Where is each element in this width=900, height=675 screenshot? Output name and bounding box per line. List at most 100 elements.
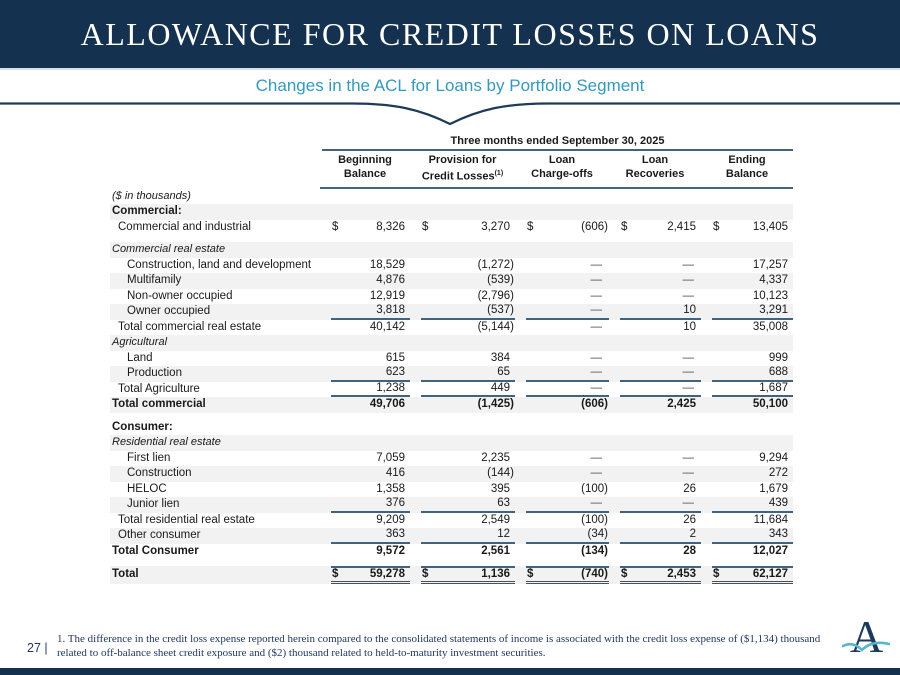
cell-value: (5,144) <box>477 320 514 333</box>
cell: 4,337 <box>701 273 793 289</box>
row-label: Consumer: <box>112 420 173 433</box>
cell: — <box>515 451 609 467</box>
cell: 40,142 <box>320 320 410 336</box>
cell: (144) <box>410 466 515 482</box>
cell-value: 65 <box>497 366 510 379</box>
cell: 363 <box>320 528 410 544</box>
cell-value: 384 <box>490 351 510 364</box>
cell-value: — <box>590 258 603 271</box>
cell: 9,294 <box>701 451 793 467</box>
table-row: Total $59,278 $1,136 $ (740) $2,453 $62,127 <box>110 566 793 585</box>
cell: — <box>515 382 609 398</box>
cell-value: (134) <box>581 544 608 557</box>
cell: 1,358 <box>320 482 410 498</box>
cell-value: — <box>682 467 695 480</box>
divider-line <box>0 102 900 126</box>
cell-value: 3,291 <box>759 304 788 317</box>
cell: — <box>515 366 609 382</box>
cell: 615 <box>320 351 410 367</box>
row-label: Total Agriculture <box>118 382 200 395</box>
cell-value: 999 <box>768 351 788 364</box>
cell-value: 1,358 <box>376 482 405 495</box>
table-row: Construction, land and development 18,529… <box>110 258 793 274</box>
cell: $59,278 <box>320 566 410 585</box>
cell: (539) <box>410 273 515 289</box>
table-row: First lien 7,059 2,235 — — 9,294 <box>110 451 793 467</box>
cell: $8,326 <box>320 220 410 236</box>
table-row: Total commercial 49,706 (1,425) (606) 2,425 5… <box>110 397 793 413</box>
cell: 10 <box>609 304 701 320</box>
cell-value: 615 <box>385 351 405 364</box>
cell: — <box>609 289 701 305</box>
cell: — <box>609 273 701 289</box>
dollar-sign: $ <box>713 220 720 233</box>
row-label: ($ in thousands) <box>112 189 191 202</box>
cell-value: — <box>682 351 695 364</box>
cell: 2,235 <box>410 451 515 467</box>
cell-value: 272 <box>768 467 788 480</box>
cell-value: — <box>590 381 603 394</box>
cell: — <box>609 258 701 274</box>
cell-value: 2 <box>689 528 696 541</box>
cell: $2,453 <box>609 566 701 585</box>
cell-value: — <box>590 289 603 302</box>
cell-value: 3,270 <box>481 220 510 233</box>
cell-value: — <box>682 381 695 394</box>
page-number: 27 | <box>27 641 48 655</box>
cell: 9,572 <box>320 544 410 560</box>
cell: — <box>609 351 701 367</box>
cell-value: 9,294 <box>759 451 788 464</box>
table-row: Owner occupied 3,818 (537) — 10 3,291 <box>110 304 793 320</box>
cell-value: 4,337 <box>759 274 788 287</box>
cell-value: 2,415 <box>667 220 696 233</box>
cell-value: 10 <box>683 320 696 333</box>
cell: 1,238 <box>320 382 410 398</box>
cell: 63 <box>410 497 515 513</box>
cell-value: — <box>590 497 603 510</box>
cell-value: (606) <box>581 398 608 411</box>
cell-value: 11,684 <box>753 513 788 526</box>
dollar-sign: $ <box>332 220 339 233</box>
cell: 11,684 <box>701 513 793 529</box>
cell-value: 363 <box>385 528 405 541</box>
cell: — <box>609 451 701 467</box>
column-header-ending-balance: Ending Balance <box>725 154 769 180</box>
cell-value: 2,235 <box>481 451 510 464</box>
cell: (1,272) <box>410 258 515 274</box>
cell: 10 <box>609 320 701 336</box>
cell-value: 49,706 <box>369 398 405 411</box>
footnote-text: 1. The difference in the credit loss exp… <box>57 633 821 659</box>
row-label: Agricultural <box>112 336 168 349</box>
cell-value: — <box>682 451 695 464</box>
table-row: HELOC 1,358 395 (100) 26 1,679 <box>110 482 793 498</box>
cell-value: 1,679 <box>759 482 788 495</box>
cell: (34) <box>515 528 609 544</box>
cell-value: (34) <box>587 528 608 541</box>
company-logo: A <box>842 611 890 663</box>
cell-value: (740) <box>581 568 608 581</box>
section-row: Residential real estate <box>110 435 793 451</box>
cell: (2,796) <box>410 289 515 305</box>
section-row: Agricultural <box>110 335 793 351</box>
cell: 12,027 <box>701 544 793 560</box>
row-label: Total Consumer <box>112 544 199 557</box>
dollar-sign: $ <box>621 220 628 233</box>
cell: $1,136 <box>410 566 515 585</box>
cell-value: 2,561 <box>481 544 510 557</box>
dollar-sign: $ <box>713 568 720 581</box>
cell-value: 3,818 <box>376 304 405 317</box>
row-label: Land <box>127 351 153 364</box>
cell: 2,561 <box>410 544 515 560</box>
logo-letter: A <box>850 611 884 662</box>
logo-wave-icon <box>842 641 890 652</box>
cell: 10,123 <box>701 289 793 305</box>
table-row: Construction 416 (144) — — 272 <box>110 466 793 482</box>
row-label: Multifamily <box>127 274 182 287</box>
cell: — <box>515 351 609 367</box>
row-label: Other consumer <box>118 529 201 542</box>
cell-value: 12 <box>497 528 510 541</box>
cell-value: 2,549 <box>481 513 510 526</box>
table-body: ($ in thousands) Commercial: Commercial an… <box>110 189 793 585</box>
row-label: Commercial and industrial <box>118 220 251 233</box>
